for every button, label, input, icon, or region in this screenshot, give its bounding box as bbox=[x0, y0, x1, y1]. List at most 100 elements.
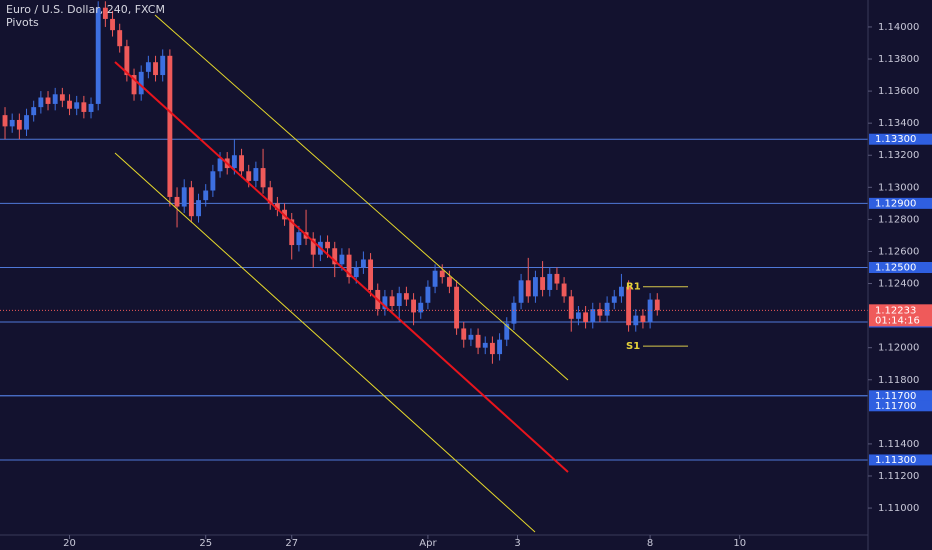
candle-body bbox=[525, 280, 531, 297]
candle-body bbox=[153, 62, 158, 76]
y-tick-label: 1.13000 bbox=[878, 182, 919, 193]
level-label: 1.12500 bbox=[875, 263, 916, 274]
level-label-box bbox=[869, 197, 932, 209]
candle-body bbox=[511, 302, 517, 324]
candle-body bbox=[239, 155, 244, 172]
candle-body bbox=[647, 299, 653, 323]
countdown-label: 01:14:16 bbox=[875, 315, 920, 326]
last-price-box bbox=[869, 304, 932, 327]
candle-body bbox=[310, 238, 316, 255]
y-tick-label: 1.11800 bbox=[878, 375, 919, 386]
y-tick-label: 1.11400 bbox=[878, 439, 919, 450]
y-tick-label: 1.11200 bbox=[878, 471, 919, 482]
candle-body bbox=[597, 309, 603, 316]
candle-body bbox=[482, 342, 488, 348]
x-tick-label: 10 bbox=[733, 538, 746, 549]
candle-body bbox=[117, 30, 123, 47]
candle-body bbox=[339, 254, 345, 265]
candle-body bbox=[196, 200, 201, 217]
candle-body bbox=[540, 277, 546, 290]
candle-body bbox=[640, 315, 646, 323]
y-tick-label: 1.13800 bbox=[878, 54, 919, 65]
candle-body bbox=[547, 273, 553, 290]
pivot-label: S1 bbox=[626, 341, 640, 352]
candle-body bbox=[24, 115, 29, 130]
candle-body bbox=[468, 334, 474, 340]
candle-body bbox=[439, 270, 445, 278]
candle-body bbox=[260, 168, 266, 188]
candle-body bbox=[253, 168, 259, 181]
candle-body bbox=[296, 232, 302, 246]
y-tick-label: 1.12800 bbox=[878, 214, 919, 225]
x-tick-label: Apr bbox=[419, 538, 437, 549]
indicator-name: Pivots bbox=[6, 16, 39, 29]
candle-body bbox=[9, 119, 15, 127]
candle-body bbox=[654, 299, 660, 311]
candle-body bbox=[95, 7, 101, 104]
candle-body bbox=[346, 254, 352, 278]
y-tick-label: 1.12600 bbox=[878, 246, 919, 257]
candle-body bbox=[16, 119, 22, 130]
candle-body bbox=[274, 203, 280, 210]
candle-body bbox=[74, 102, 80, 109]
candle-body bbox=[174, 196, 180, 207]
levels bbox=[0, 138, 868, 461]
x-tick-label: 27 bbox=[285, 538, 298, 549]
candle-body bbox=[411, 299, 417, 313]
candle-body bbox=[246, 171, 252, 181]
candle-body bbox=[181, 187, 187, 207]
candle-body bbox=[504, 323, 510, 340]
y-tick-label: 1.13600 bbox=[878, 86, 919, 97]
candle-body bbox=[554, 273, 560, 284]
y-tick-label: 1.11000 bbox=[878, 503, 919, 514]
candle-body bbox=[160, 55, 166, 76]
candle-body bbox=[360, 259, 366, 268]
candle-body bbox=[210, 171, 216, 191]
candle-body bbox=[626, 286, 632, 326]
y-tick-label: 1.12000 bbox=[878, 343, 919, 354]
candle-body bbox=[325, 241, 330, 249]
candle-body bbox=[396, 293, 402, 306]
candle-body bbox=[289, 219, 295, 246]
candle-body bbox=[59, 94, 65, 101]
level-label: 1.11700 bbox=[875, 401, 916, 412]
candle-body bbox=[403, 293, 409, 300]
chart-title: Euro / U.S. Dollar, 240, FXCM bbox=[6, 3, 165, 16]
candle-body bbox=[2, 115, 8, 127]
candle-body bbox=[611, 296, 617, 303]
candle-body bbox=[568, 296, 574, 319]
channel-upper bbox=[154, 14, 569, 381]
level-label: 1.12900 bbox=[875, 198, 916, 209]
candle-body bbox=[102, 7, 108, 19]
candle-body bbox=[382, 296, 388, 310]
candle-body bbox=[461, 328, 467, 340]
candles bbox=[2, 1, 660, 364]
x-tick-label: 20 bbox=[63, 538, 76, 549]
candle-body bbox=[418, 302, 424, 313]
candle-body bbox=[110, 18, 115, 31]
channel-lower bbox=[114, 152, 536, 533]
candle-body bbox=[267, 187, 273, 204]
candle-body bbox=[604, 302, 610, 316]
candle-body bbox=[145, 62, 151, 72]
candle-body bbox=[561, 283, 567, 297]
x-tick-label: 25 bbox=[199, 538, 212, 549]
trend-line bbox=[114, 61, 569, 473]
candle-body bbox=[618, 286, 624, 297]
overlay: R1 S1 bbox=[0, 282, 868, 352]
candle-body bbox=[31, 107, 37, 116]
candle-body bbox=[203, 190, 209, 201]
candle-body bbox=[575, 312, 581, 319]
y-tick-label: 1.13200 bbox=[878, 150, 919, 161]
candle-body bbox=[583, 312, 589, 323]
candle-body bbox=[231, 155, 237, 169]
candle-body bbox=[432, 270, 438, 287]
candle-body bbox=[368, 259, 374, 290]
candle-body bbox=[497, 339, 503, 355]
candle-body bbox=[131, 75, 137, 95]
candle-body bbox=[217, 158, 223, 172]
y-tick-label: 1.14000 bbox=[878, 22, 919, 33]
level-label-box bbox=[869, 262, 932, 273]
candle-body bbox=[389, 296, 395, 306]
